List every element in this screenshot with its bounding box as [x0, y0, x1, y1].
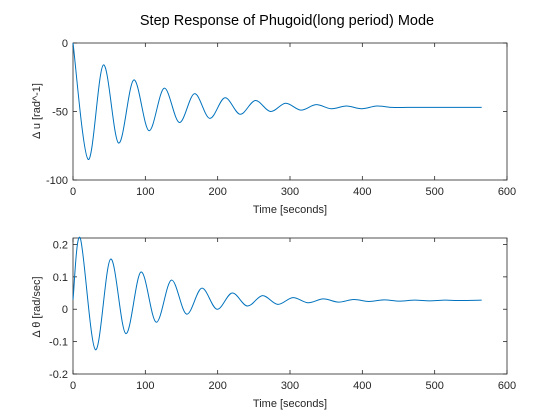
lower-x-tick-label: 500: [425, 380, 443, 392]
upper-y-tick-label: -50: [52, 107, 68, 119]
upper-x-tick-label: 0: [70, 186, 76, 198]
lower-axes-frame: [72, 237, 508, 375]
lower-plot: Time [seconds] Δ θ [rad/sec] 0 100 200 300 4…: [31, 237, 516, 410]
lower-x-tick-label: 400: [353, 380, 371, 392]
lower-x-tick-label: 600: [498, 380, 516, 392]
lower-y-tick-label: 0.1: [53, 272, 68, 284]
upper-x-tick-label: 100: [136, 186, 154, 198]
upper-x-tick-label: 300: [281, 186, 299, 198]
upper-x-tick-label: 600: [498, 186, 516, 198]
lower-y-tick-label: 0: [62, 304, 68, 316]
upper-y-tick-label: 0: [62, 38, 68, 50]
upper-y-tick-label: -100: [46, 175, 68, 187]
lower-series-line: [72, 237, 482, 351]
upper-x-axis-label: Time [seconds]: [253, 204, 327, 216]
lower-x-axis-label: Time [seconds]: [253, 398, 327, 410]
lower-y-tick-label: 0.2: [53, 239, 68, 251]
upper-y-axis-label: Δ u [rad^-1]: [31, 83, 43, 139]
upper-x-tick-label: 200: [208, 186, 226, 198]
lower-y-axis-label: Δ θ [rad/sec]: [31, 276, 43, 337]
lower-x-tick-label: 0: [70, 380, 76, 392]
lower-y-tick-label: -0.1: [49, 337, 68, 349]
lower-y-tick-label: -0.2: [49, 369, 68, 381]
figure-title: Step Response of Phugoid(long period) Mo…: [140, 13, 434, 29]
upper-plot: Time [seconds] Δ u [rad^-1] 0 100 200 300 40…: [31, 38, 516, 216]
upper-axes-frame: [72, 42, 508, 181]
lower-x-tick-label: 100: [136, 380, 154, 392]
upper-series-line: [72, 42, 482, 160]
upper-x-tick-label: 500: [425, 186, 443, 198]
lower-x-tick-label: 200: [208, 380, 226, 392]
lower-x-tick-label: 300: [281, 380, 299, 392]
upper-x-tick-label: 400: [353, 186, 371, 198]
